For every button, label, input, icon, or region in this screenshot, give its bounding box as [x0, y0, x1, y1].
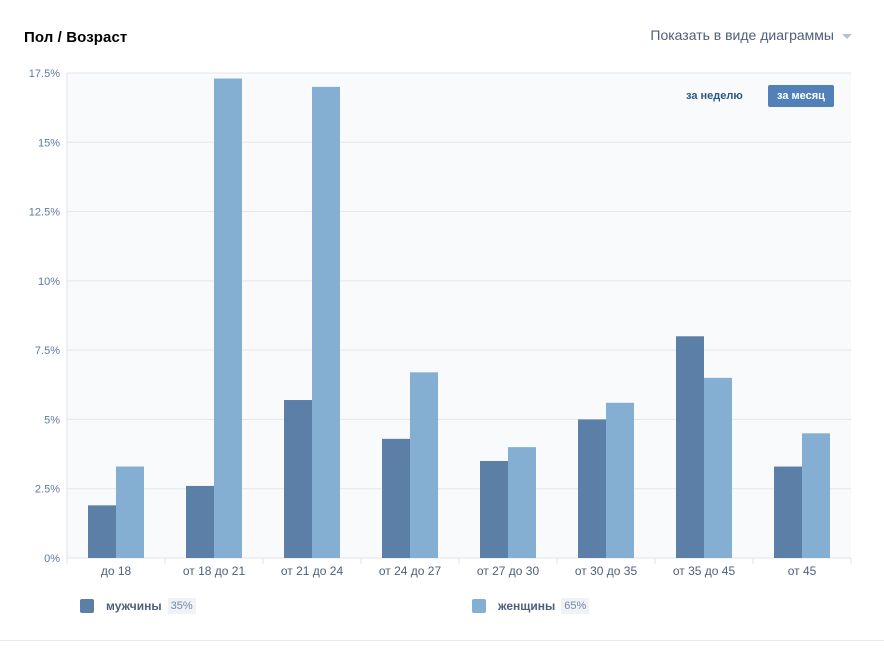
y-tick-label: 15% [38, 137, 60, 149]
chevron-down-icon [842, 33, 852, 39]
bar-women [312, 86, 340, 558]
bar-men [676, 336, 704, 558]
legend-pct-men: 35% [167, 598, 196, 614]
bar-men [186, 485, 214, 558]
bar-men [774, 466, 802, 558]
x-tick-label: от 27 до 30 [477, 564, 540, 578]
legend-swatch-men [80, 599, 94, 613]
period-month-button[interactable]: за месяц [768, 85, 834, 107]
legend-item-women[interactable]: женщины 65% [472, 598, 590, 614]
legend-pct-women: 65% [561, 598, 590, 614]
plot-area [67, 73, 851, 558]
bar-women [214, 78, 242, 559]
bar-chart: 0% 2.5% 5% 7.5% 10% 12.5% 15% 17.5% до 18 от 18 д… [29, 68, 852, 578]
legend-swatch-women [472, 599, 486, 613]
x-tick-label: от 45 [788, 564, 817, 578]
bar-women [410, 372, 438, 558]
bar-women [802, 433, 830, 558]
y-tick-label: 0% [44, 553, 60, 565]
bar-women [704, 377, 732, 558]
bar-women [606, 402, 634, 558]
bar-men [578, 419, 606, 558]
x-tick-label: до 18 [101, 564, 132, 578]
bottom-divider [0, 640, 884, 641]
x-tick-label: от 24 до 27 [379, 564, 442, 578]
x-tick-label: от 18 до 21 [183, 564, 246, 578]
bar-women [508, 447, 536, 558]
y-tick-label: 10% [38, 276, 60, 288]
y-tick-label: 2.5% [35, 484, 60, 496]
chart-title: Пол / Возраст [24, 29, 128, 46]
bar-men [382, 438, 410, 558]
y-tick-label: 12.5% [29, 207, 60, 219]
x-tick-label: от 35 до 45 [673, 564, 736, 578]
bar-men [480, 461, 508, 558]
bar-men [88, 505, 116, 558]
y-tick-label: 5% [44, 414, 60, 426]
legend-label-men: мужчины [106, 599, 162, 613]
x-tick-label: от 30 до 35 [575, 564, 638, 578]
bar-women [116, 466, 144, 558]
x-tick-label: от 21 до 24 [281, 564, 344, 578]
y-tick-label: 17.5% [29, 68, 60, 80]
show-as-diagram-toggle[interactable]: Показать в виде диаграммы [650, 27, 852, 43]
y-tick-label: 7.5% [35, 345, 60, 357]
bar-men [284, 400, 312, 558]
period-week-button[interactable]: за неделю [686, 90, 743, 102]
legend-label-women: женщины [498, 599, 556, 613]
legend-item-men[interactable]: мужчины 35% [80, 598, 196, 614]
show-as-diagram-label: Показать в виде диаграммы [650, 27, 834, 43]
